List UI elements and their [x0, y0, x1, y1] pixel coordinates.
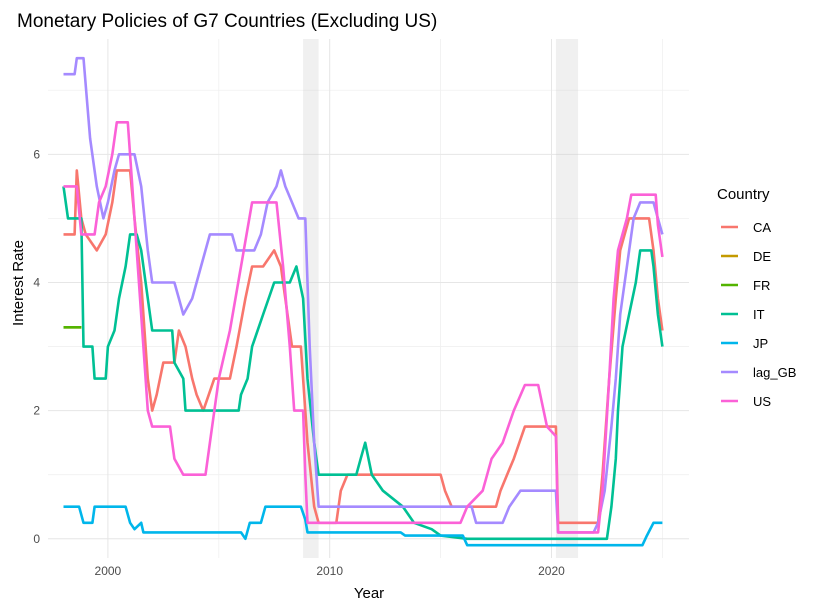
y-tick-label: 4 — [33, 275, 40, 289]
x-tick-label: 2000 — [95, 564, 122, 578]
series-line-it — [62, 186, 664, 541]
grid-major — [48, 39, 689, 558]
legend-label: US — [753, 394, 771, 409]
x-axis-title: Year — [354, 585, 384, 602]
series-line-lag-gb — [63, 56, 664, 534]
grid-minor — [48, 39, 689, 558]
series-line-us — [63, 121, 664, 534]
legend-label: FR — [753, 278, 770, 293]
legend: Country CA DE FR IT JP lag_GB US — [717, 186, 796, 409]
recession-band — [555, 39, 579, 558]
legend-label: JP — [753, 336, 768, 351]
y-tick-label: 6 — [33, 147, 40, 161]
legend-label: IT — [753, 307, 765, 322]
legend-label: DE — [753, 249, 771, 264]
chart-title: Monetary Policies of G7 Countries (Exclu… — [17, 11, 437, 32]
x-axis-ticks: 2000 2010 2020 — [95, 564, 566, 578]
legend-label: CA — [753, 220, 771, 235]
legend-items: CA DE FR IT JP lag_GB US — [721, 220, 796, 409]
series-line-jp — [63, 505, 663, 547]
y-tick-label: 0 — [33, 532, 40, 546]
x-tick-label: 2020 — [538, 564, 565, 578]
legend-label: lag_GB — [753, 365, 796, 380]
y-axis-ticks: 0 2 4 6 — [33, 147, 40, 545]
x-tick-label: 2010 — [316, 564, 343, 578]
y-axis-title: Interest Rate — [10, 240, 27, 326]
legend-title: Country — [717, 186, 770, 203]
series-lines — [62, 56, 664, 547]
plot-area — [48, 39, 689, 558]
y-tick-label: 2 — [33, 404, 40, 418]
